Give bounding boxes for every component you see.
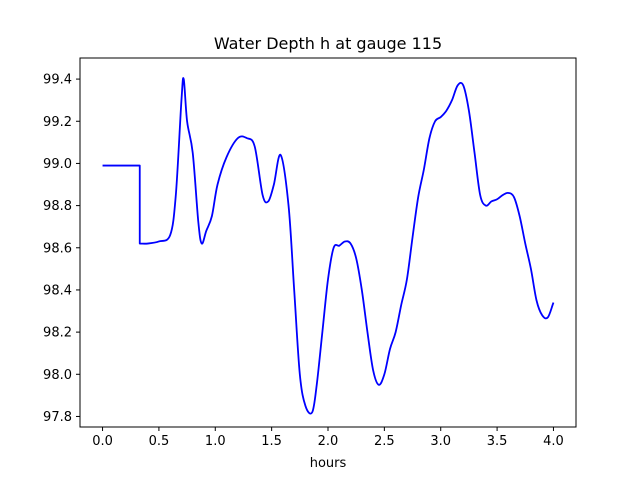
x-tick-label: 4.0 — [543, 434, 564, 449]
y-tick-label: 97.8 — [43, 410, 72, 425]
y-tick-label: 99.4 — [43, 73, 72, 88]
x-tick-label: 2.5 — [374, 434, 395, 449]
tick-layer: 0.0 0.5 1.0 1.5 2.0 2.5 3.0 3.5 4.0 97.8 98.0 98.2 9… — [43, 73, 564, 449]
y-tick-label: 99.2 — [43, 115, 72, 130]
x-tick-label: 3.5 — [487, 434, 508, 449]
y-tick-label: 98.0 — [43, 368, 72, 383]
y-tick-label: 98.4 — [43, 283, 72, 298]
y-tick-label: 99.0 — [43, 157, 72, 172]
y-tick-label: 98.2 — [43, 326, 72, 341]
x-tick-label: 2.0 — [318, 434, 339, 449]
x-tick-label: 0.0 — [92, 434, 113, 449]
plot-layer — [102, 77, 555, 415]
y-tick-label: 98.6 — [43, 241, 72, 256]
x-tick-label: 0.5 — [149, 434, 170, 449]
x-tick-label: 1.0 — [205, 434, 226, 449]
series-line-0 — [102, 77, 555, 415]
chart-title: Water Depth h at gauge 115 — [214, 34, 442, 53]
x-axis-label: hours — [310, 456, 347, 471]
x-tick-label: 3.0 — [430, 434, 451, 449]
x-tick-label: 1.5 — [261, 434, 282, 449]
y-tick-label: 98.8 — [43, 199, 72, 214]
